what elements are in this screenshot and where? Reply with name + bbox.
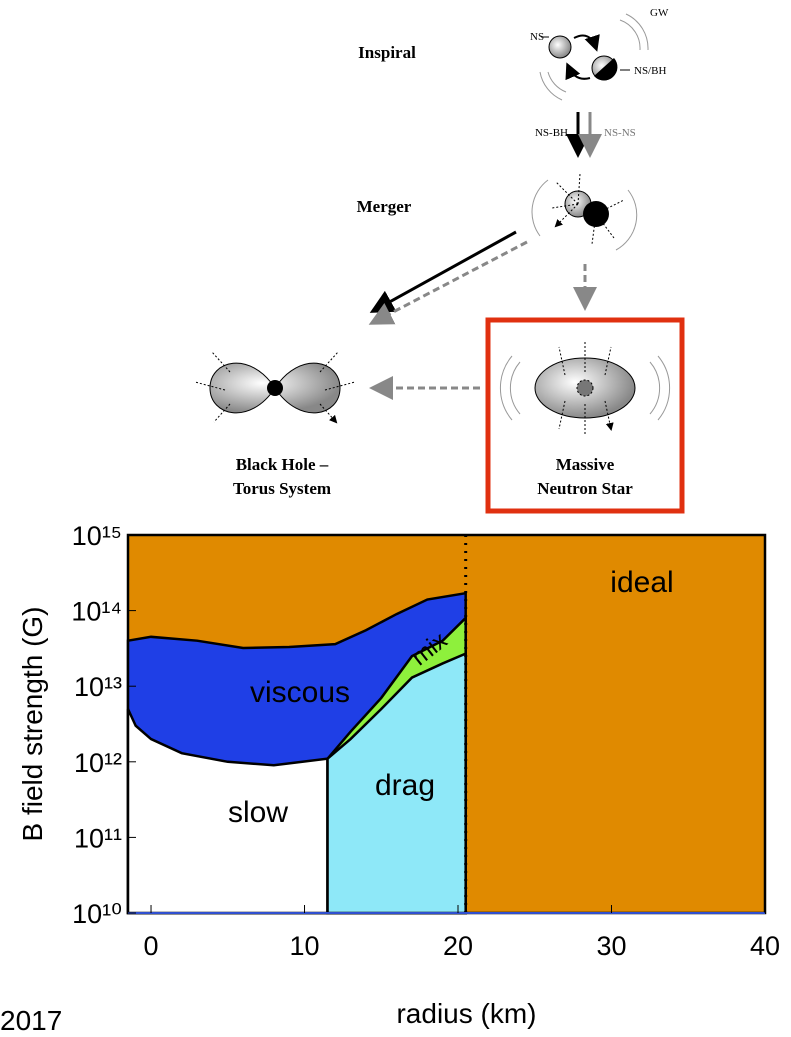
arrow <box>374 242 527 322</box>
arrow-label: NS-BH <box>535 127 568 139</box>
footer: 2017 <box>0 1005 62 1036</box>
y-tick-label: 10¹³ <box>74 672 122 702</box>
ns-star <box>549 36 571 58</box>
orbit-arrow <box>574 36 596 48</box>
region-label: viscous <box>250 676 350 709</box>
merger-icon <box>532 174 637 250</box>
gw-label: GW <box>650 7 669 19</box>
diagram: Inspiral NS GW NS/BH NS-BH NS-NS Merger <box>195 7 682 511</box>
orbit-arrow <box>568 66 590 79</box>
y-axis-label: B field strength (G) <box>17 607 48 842</box>
x-tick-label: 20 <box>443 931 473 961</box>
region-label: drag <box>375 769 435 802</box>
node-label: Massive <box>556 455 615 474</box>
x-tick-label: 0 <box>144 931 159 961</box>
arrow-label: NS-NS <box>604 127 636 139</box>
y-tick-label: 10¹² <box>74 748 122 778</box>
inspiral-label: Inspiral <box>358 43 416 62</box>
x-tick-label: 10 <box>289 931 319 961</box>
node-label: Torus System <box>233 479 331 498</box>
node-label: Black Hole – <box>236 455 329 474</box>
bh-torus-icon <box>195 352 355 422</box>
y-tick-label: 10¹⁰ <box>72 899 122 929</box>
y-tick-label: 10¹¹ <box>74 823 122 853</box>
y-tick-label: 10¹⁵ <box>72 521 122 551</box>
x-tick-label: 40 <box>750 931 780 961</box>
region-label: slow <box>228 796 288 829</box>
x-tick-label: 30 <box>596 931 626 961</box>
x-axis-label: radius (km) <box>396 998 536 1029</box>
arrow <box>375 232 516 310</box>
node-label: Neutron Star <box>537 479 633 498</box>
y-tick-label: 10¹⁴ <box>71 597 122 627</box>
nsbh-label: NS/BH <box>634 65 666 77</box>
figure: Inspiral NS GW NS/BH NS-BH NS-NS Merger <box>0 0 791 1037</box>
merger-label: Merger <box>357 197 412 216</box>
massive-ns-icon <box>500 342 669 434</box>
region-label: ideal <box>610 566 673 599</box>
